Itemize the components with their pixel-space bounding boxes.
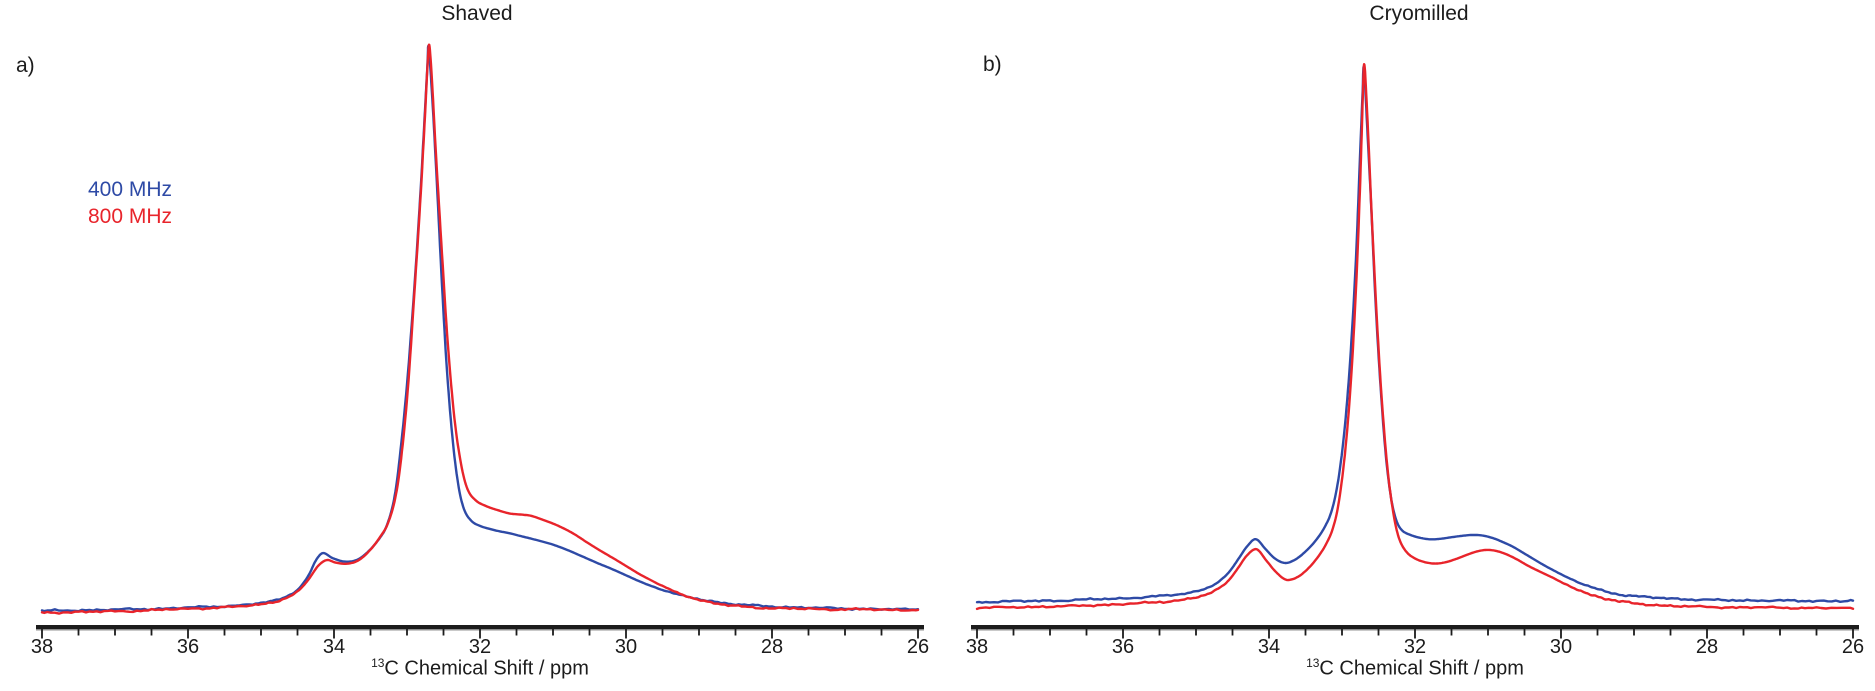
trace-400mhz <box>975 65 1855 604</box>
x-axis: 38 36 34 32 30 28 26 <box>966 625 1864 658</box>
panel-b-axis-label: 13C Chemical Shift / ppm <box>1195 656 1635 681</box>
tick-label: 26 <box>907 636 929 658</box>
panel-b-title: Cryomilled <box>1369 2 1469 25</box>
tick-label: 32 <box>1404 636 1426 658</box>
tick-label: 32 <box>469 636 491 658</box>
tick-label: 38 <box>31 636 53 658</box>
legend-item-400mhz: 400 MHz <box>88 178 173 201</box>
panel-b-plot: 38 36 34 32 30 28 26 <box>966 63 1864 658</box>
panel-b-label: b) <box>983 53 1002 76</box>
tick-label: 34 <box>1258 636 1280 658</box>
tick-label: 26 <box>1842 636 1864 658</box>
panel-a-label: a) <box>16 54 35 77</box>
panel-a-title: Shaved <box>441 2 513 25</box>
trace-800mhz <box>975 63 1855 611</box>
axis-label-text: C Chemical Shift / ppm <box>384 657 589 680</box>
axis-label-superscript: 13 <box>1306 656 1320 670</box>
panel-a-axis-label: 13C Chemical Shift / ppm <box>260 656 700 681</box>
x-axis: 38 36 34 32 30 28 26 <box>31 625 929 658</box>
legend: 400 MHz 800 MHz <box>88 176 172 230</box>
tick-label: 28 <box>1696 636 1718 658</box>
tick-label: 36 <box>177 636 199 658</box>
panel-a-plot: 38 36 34 32 30 28 26 <box>31 43 929 658</box>
tick-label: 36 <box>1112 636 1134 658</box>
tick-label: 28 <box>761 636 783 658</box>
tick-label: 34 <box>323 636 345 658</box>
tick-label: 30 <box>1550 636 1572 658</box>
trace-400mhz <box>40 44 920 613</box>
axis-label-superscript: 13 <box>371 656 385 670</box>
tick-label: 30 <box>615 636 637 658</box>
axis-label-text: C Chemical Shift / ppm <box>1319 657 1524 680</box>
trace-800mhz <box>40 43 920 615</box>
tick-label: 38 <box>966 636 988 658</box>
legend-item-800mhz: 800 MHz <box>88 205 173 228</box>
